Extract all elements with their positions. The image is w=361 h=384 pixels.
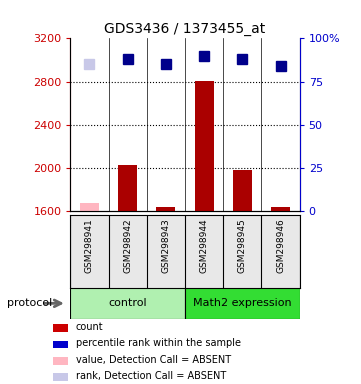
Bar: [53, 324, 68, 332]
Text: count: count: [76, 322, 103, 332]
Text: percentile rank within the sample: percentile rank within the sample: [76, 338, 241, 348]
Bar: [53, 341, 68, 348]
Bar: [195, 81, 214, 211]
Bar: [233, 170, 252, 211]
Text: GSM298946: GSM298946: [276, 219, 285, 273]
Bar: [185, 288, 300, 319]
Text: GSM298943: GSM298943: [161, 219, 170, 273]
Bar: [70, 288, 185, 319]
Text: Math2 expression: Math2 expression: [193, 298, 292, 308]
Text: GSM298945: GSM298945: [238, 219, 247, 273]
Text: GSM298941: GSM298941: [85, 219, 94, 273]
Text: value, Detection Call = ABSENT: value, Detection Call = ABSENT: [76, 354, 231, 364]
Bar: [271, 207, 290, 211]
Bar: [53, 357, 68, 365]
Bar: [53, 373, 68, 381]
Title: GDS3436 / 1373455_at: GDS3436 / 1373455_at: [104, 22, 266, 36]
Text: GSM298942: GSM298942: [123, 219, 132, 273]
Bar: [80, 203, 99, 211]
Text: control: control: [108, 298, 147, 308]
Text: protocol: protocol: [7, 298, 52, 308]
Bar: [118, 165, 137, 211]
Bar: [156, 207, 175, 211]
Text: rank, Detection Call = ABSENT: rank, Detection Call = ABSENT: [76, 371, 226, 381]
Text: GSM298944: GSM298944: [200, 219, 209, 273]
